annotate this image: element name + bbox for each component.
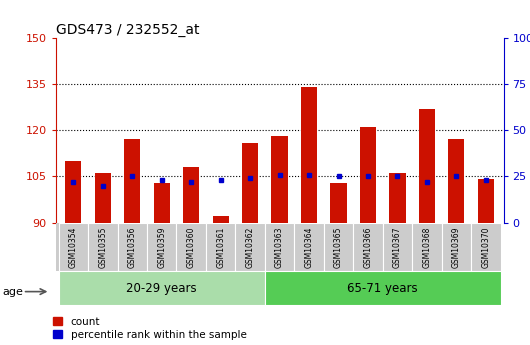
Bar: [213, 216, 229, 223]
Bar: [471, 223, 500, 271]
Text: GSM10363: GSM10363: [275, 226, 284, 268]
Bar: [448, 139, 464, 223]
Bar: [412, 223, 441, 271]
Bar: [265, 223, 294, 271]
Bar: [65, 161, 82, 223]
Text: GSM10362: GSM10362: [245, 226, 254, 268]
Text: GSM10356: GSM10356: [128, 226, 137, 268]
Bar: [360, 127, 376, 223]
Text: GSM10365: GSM10365: [334, 226, 343, 268]
Bar: [271, 136, 288, 223]
Bar: [59, 223, 88, 271]
Bar: [294, 223, 324, 271]
Bar: [265, 271, 500, 305]
Bar: [478, 179, 494, 223]
Text: GSM10354: GSM10354: [69, 226, 78, 268]
Text: GSM10360: GSM10360: [187, 226, 196, 268]
Text: GSM10355: GSM10355: [98, 226, 107, 268]
Bar: [88, 223, 118, 271]
Bar: [147, 223, 176, 271]
Bar: [441, 223, 471, 271]
Bar: [206, 223, 235, 271]
Text: age: age: [3, 287, 23, 296]
Text: GDS473 / 232552_at: GDS473 / 232552_at: [56, 23, 199, 37]
Text: 20-29 years: 20-29 years: [127, 282, 197, 295]
Text: GSM10369: GSM10369: [452, 226, 461, 268]
Legend: count, percentile rank within the sample: count, percentile rank within the sample: [53, 317, 246, 340]
Bar: [242, 142, 258, 223]
Bar: [124, 139, 140, 223]
Text: GSM10367: GSM10367: [393, 226, 402, 268]
Bar: [59, 271, 265, 305]
Bar: [176, 223, 206, 271]
Bar: [235, 223, 265, 271]
Bar: [419, 109, 435, 223]
Bar: [154, 183, 170, 223]
Bar: [95, 173, 111, 223]
Text: GSM10366: GSM10366: [364, 226, 373, 268]
Bar: [353, 223, 383, 271]
Text: GSM10370: GSM10370: [481, 226, 490, 268]
Text: GSM10361: GSM10361: [216, 226, 225, 268]
Text: 65-71 years: 65-71 years: [347, 282, 418, 295]
Text: GSM10359: GSM10359: [157, 226, 166, 268]
Text: GSM10368: GSM10368: [422, 226, 431, 268]
Bar: [118, 223, 147, 271]
Bar: [390, 173, 405, 223]
Text: GSM10364: GSM10364: [305, 226, 314, 268]
Bar: [383, 223, 412, 271]
Bar: [324, 223, 353, 271]
Bar: [301, 87, 317, 223]
Bar: [183, 167, 199, 223]
Bar: [330, 183, 347, 223]
